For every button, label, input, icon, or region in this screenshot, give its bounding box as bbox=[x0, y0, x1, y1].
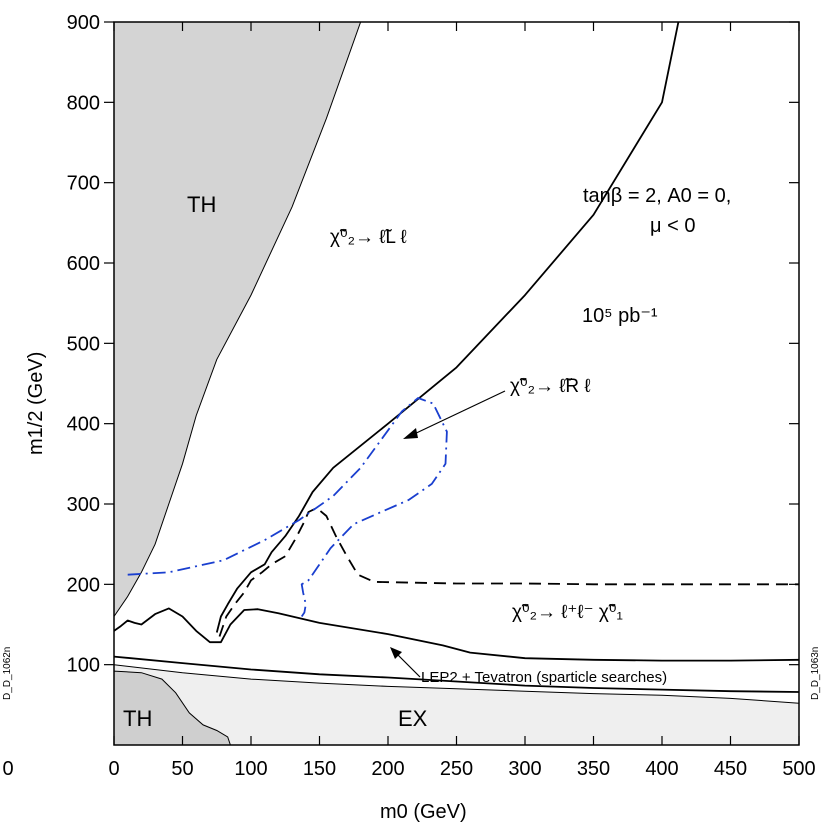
x-tick-label: 150 bbox=[303, 758, 336, 780]
params-line1: tanβ = 2, A0 = 0, bbox=[583, 185, 731, 207]
y-tick-label: 900 bbox=[67, 12, 100, 34]
x-tick-label: 350 bbox=[577, 758, 610, 780]
decay-l-label: χ̃⁰₂→ ℓ̃L ℓ bbox=[330, 227, 407, 248]
region-ex bbox=[114, 664, 799, 745]
params-line2: μ < 0 bbox=[650, 215, 695, 237]
side-tag-right: D_D_1063n bbox=[810, 647, 821, 700]
series-line-3 bbox=[114, 655, 799, 693]
y-tick-label: 800 bbox=[67, 92, 100, 114]
x-axis-title: m0 (GeV) bbox=[380, 801, 467, 823]
y-tick-label: 500 bbox=[67, 333, 100, 355]
series-line-2 bbox=[114, 607, 799, 662]
x-tick-label-zero-left: 0 bbox=[2, 758, 13, 780]
lep2-arrow bbox=[394, 651, 421, 678]
th-upper-label: TH bbox=[187, 192, 216, 217]
region-th bbox=[114, 22, 362, 618]
y-axis-title: m1/2 (GeV) bbox=[25, 352, 47, 455]
ex-label: EX bbox=[398, 706, 428, 731]
x-tick-label: 50 bbox=[171, 758, 193, 780]
y-tick-label: 400 bbox=[67, 414, 100, 436]
y-tick-label: 600 bbox=[67, 253, 100, 275]
x-tick-label: 200 bbox=[371, 758, 404, 780]
lep2-arrowhead bbox=[390, 647, 402, 659]
decay-r-arrow bbox=[409, 390, 506, 437]
y-tick-label: 300 bbox=[67, 494, 100, 516]
x-tick-label: 0 bbox=[108, 758, 119, 780]
y-tick-label: 700 bbox=[67, 173, 100, 195]
y-tick-label: 200 bbox=[67, 574, 100, 596]
x-tick-label: 450 bbox=[714, 758, 747, 780]
x-tick-label: 250 bbox=[440, 758, 473, 780]
lep2-label: LEP2 + Tevatron (sparticle searches) bbox=[421, 669, 667, 686]
y-tick-label: 100 bbox=[67, 655, 100, 677]
decay-r-label: χ̃⁰₂→ ℓ̃R ℓ bbox=[510, 376, 591, 397]
x-tick-label: 500 bbox=[782, 758, 815, 780]
side-tag-left: D_D_1062n bbox=[2, 647, 13, 700]
luminosity-label: 10⁵ pb⁻¹ bbox=[582, 305, 658, 327]
decay-r-arrowhead bbox=[403, 428, 418, 439]
x-tick-label: 100 bbox=[234, 758, 267, 780]
x-tick-label: 300 bbox=[508, 758, 541, 780]
region-th-low bbox=[114, 670, 231, 745]
th-lower-label: TH bbox=[123, 706, 152, 731]
series-line-1 bbox=[215, 22, 680, 633]
series-line-5 bbox=[127, 397, 448, 618]
x-tick-label: 400 bbox=[645, 758, 678, 780]
decay-3body-label: χ̃⁰₂→ ℓ⁺ℓ⁻ χ̃⁰₁ bbox=[512, 602, 623, 623]
series-line-4 bbox=[218, 507, 799, 637]
